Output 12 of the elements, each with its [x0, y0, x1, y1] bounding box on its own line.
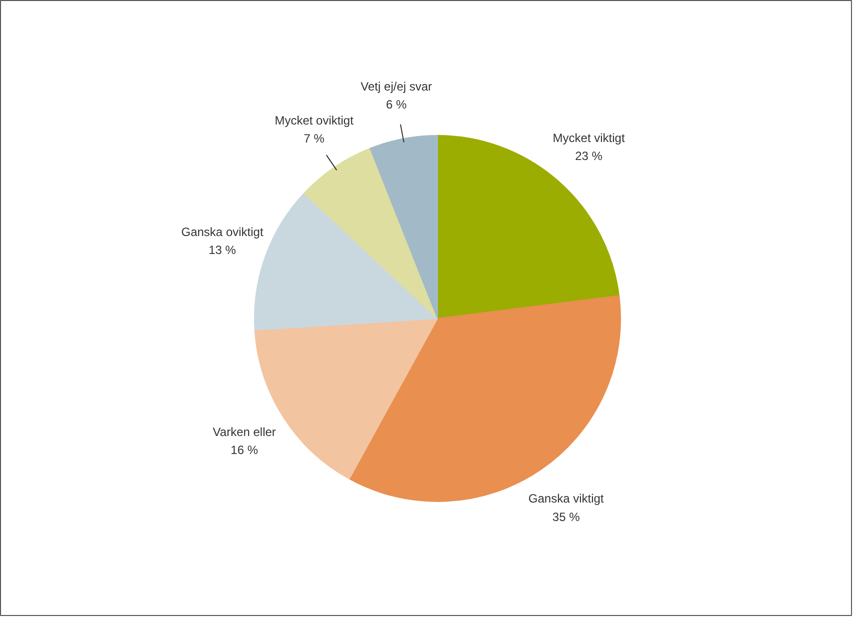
data-label: 16 % [230, 443, 258, 458]
data-label: 23 % [575, 149, 603, 164]
data-label: 6 % [386, 98, 408, 112]
slice-label: Mycket viktigt [552, 130, 626, 145]
slice-label: Varken eller [212, 424, 276, 439]
slice-label: Vetj ej/ej svar [360, 79, 432, 94]
data-label: 35 % [552, 510, 580, 524]
slice-label: Ganska oviktigt [181, 224, 264, 239]
data-label: 13 % [208, 243, 236, 258]
slice-label: Ganska viktigt [528, 492, 604, 506]
slice-label: Mycket oviktigt [274, 113, 354, 128]
data-label: 7 % [304, 132, 325, 146]
